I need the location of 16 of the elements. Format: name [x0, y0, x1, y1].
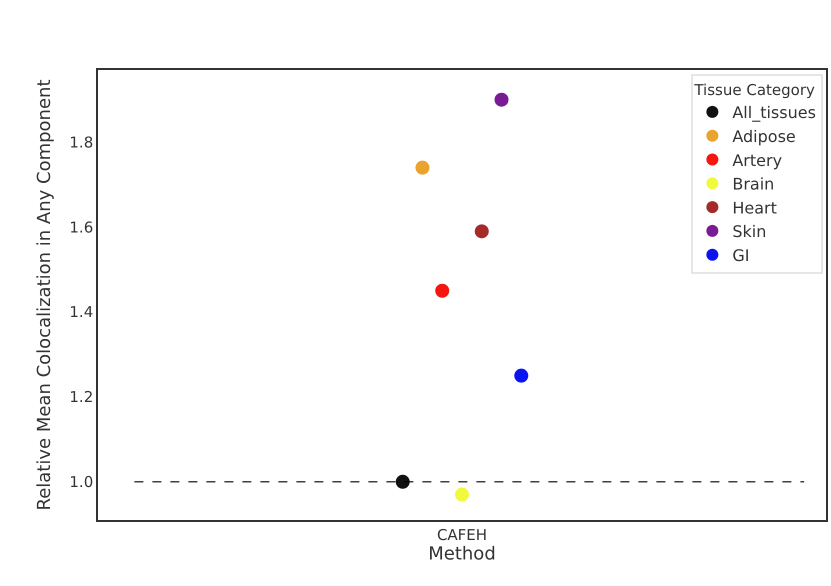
- y-tick-label: 1.6: [69, 218, 94, 236]
- y-axis-title: Relative Mean Colocalization in Any Component: [34, 79, 56, 511]
- y-tick-label: 1.8: [69, 133, 94, 152]
- y-tick-label: 1.0: [69, 473, 94, 492]
- legend-label: Brain: [732, 174, 774, 194]
- legend-label: Skin: [732, 222, 766, 242]
- legend-label: GI: [732, 246, 750, 265]
- legend-title: Tissue Category: [693, 81, 816, 99]
- x-axis-title: Method: [428, 544, 496, 565]
- legend-label: Heart: [732, 198, 777, 218]
- x-tick-label: CAFEH: [436, 526, 488, 544]
- legend-label: All_tissues: [732, 103, 816, 122]
- legend-label: Adipose: [732, 126, 796, 146]
- legend-label: Artery: [732, 150, 782, 170]
- y-tick-label: 1.4: [69, 303, 94, 322]
- y-tick-label: 1.2: [69, 388, 94, 406]
